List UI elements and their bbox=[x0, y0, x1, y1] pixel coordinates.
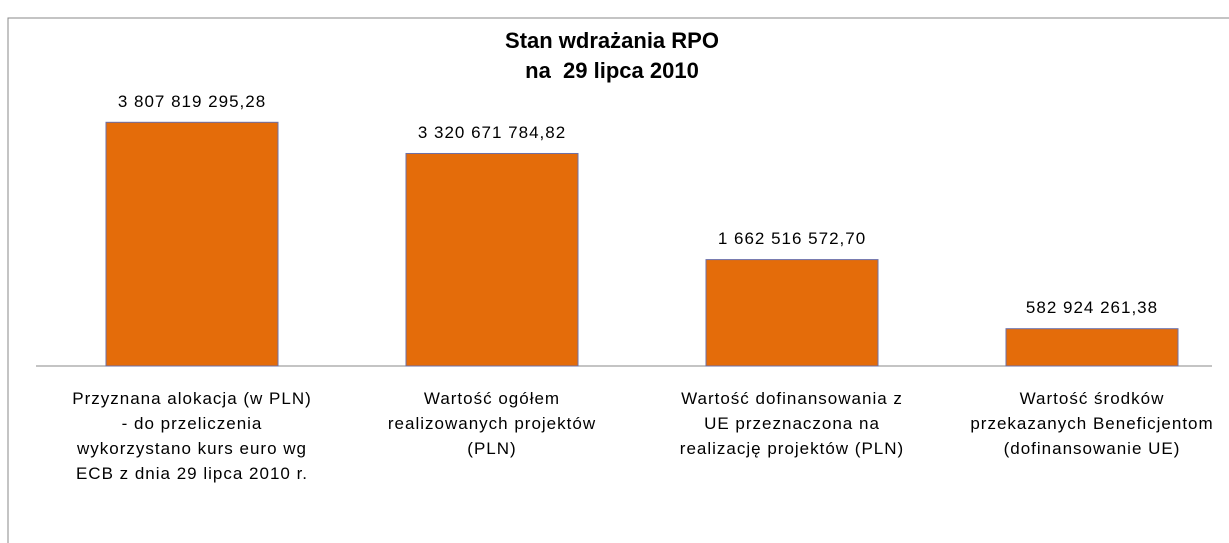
value-label: 3 320 671 784,82 bbox=[418, 123, 566, 142]
x-tick-label: Przyznana alokacja (w PLN) - do przelicz… bbox=[72, 389, 312, 483]
value-label: 3 807 819 295,28 bbox=[118, 92, 266, 111]
bar bbox=[705, 259, 879, 367]
bar bbox=[1005, 328, 1179, 367]
value-label: 582 924 261,38 bbox=[1026, 298, 1158, 317]
value-label: 1 662 516 572,70 bbox=[718, 229, 866, 248]
bar bbox=[105, 121, 279, 367]
chart-subtitle: na 29 lipca 2010 bbox=[525, 58, 699, 83]
x-tick-label: Wartość dofinansowania z UE przeznaczona… bbox=[679, 389, 905, 458]
bar bbox=[405, 152, 579, 367]
x-tick-label: Wartość ogółem realizowanych projektów (… bbox=[387, 389, 597, 458]
x-tick-label: Wartość środków przekazanych Beneficjent… bbox=[970, 389, 1214, 458]
chart-title: Stan wdrażania RPO bbox=[505, 28, 719, 53]
